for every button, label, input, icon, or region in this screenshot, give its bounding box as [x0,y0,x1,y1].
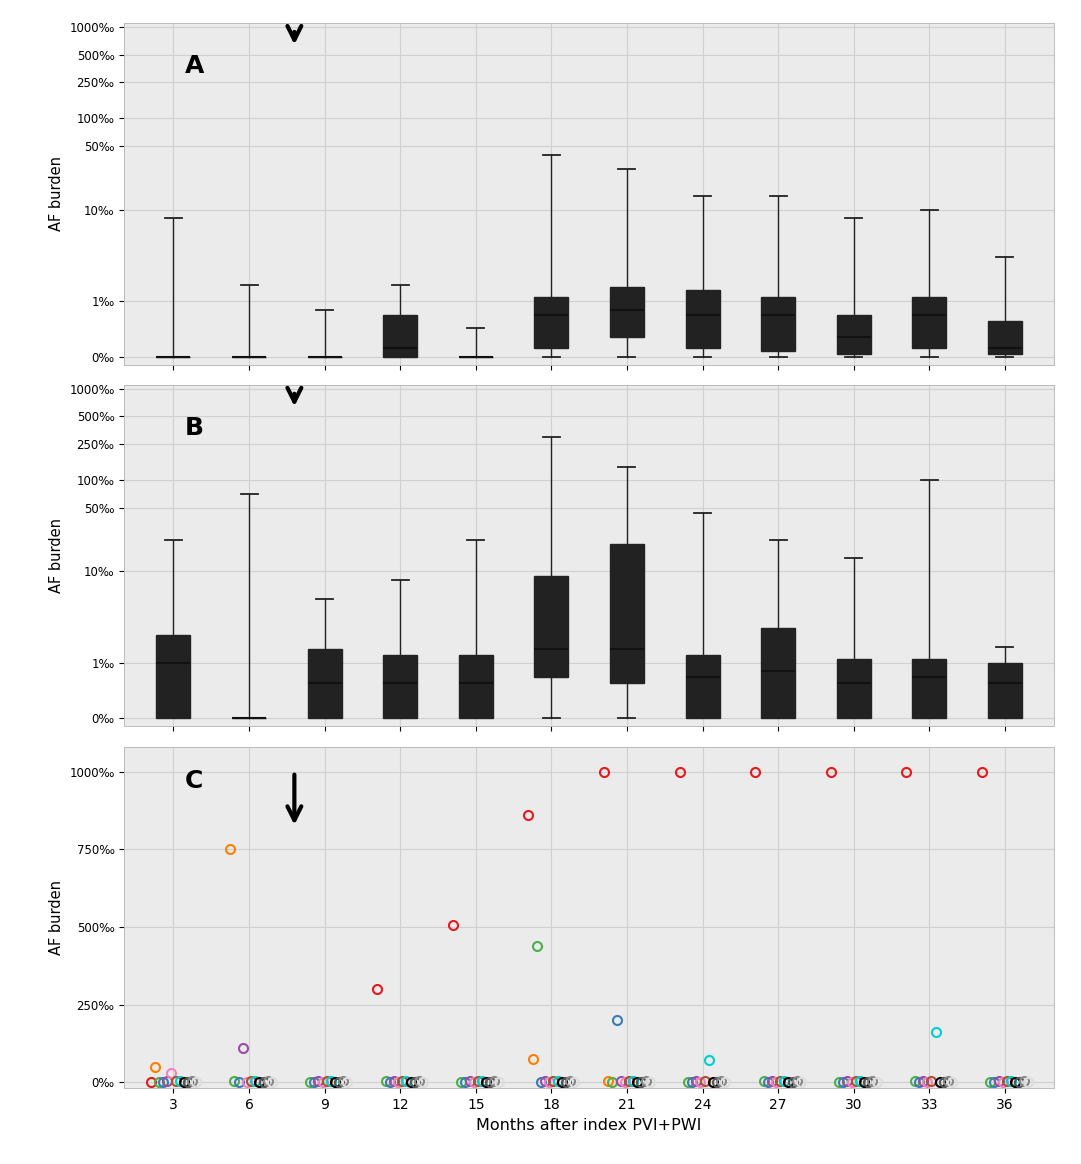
PathPatch shape [685,290,720,348]
Text: C: C [185,769,203,793]
Y-axis label: AF burden: AF burden [49,156,64,232]
PathPatch shape [308,650,342,718]
PathPatch shape [610,544,644,683]
Y-axis label: AF burden: AF burden [49,880,64,956]
PathPatch shape [685,655,720,718]
PathPatch shape [157,636,190,718]
PathPatch shape [912,297,946,348]
PathPatch shape [988,321,1022,354]
Text: B: B [185,416,203,440]
Text: A: A [185,54,204,78]
PathPatch shape [383,655,417,718]
PathPatch shape [761,627,796,718]
PathPatch shape [837,659,870,718]
PathPatch shape [988,662,1022,718]
X-axis label: Months after index PVI+PWI: Months after index PVI+PWI [477,1117,702,1133]
PathPatch shape [458,655,493,718]
PathPatch shape [912,659,946,718]
PathPatch shape [534,575,569,676]
Y-axis label: AF burden: AF burden [49,518,64,594]
PathPatch shape [837,314,870,354]
PathPatch shape [383,314,417,356]
PathPatch shape [610,288,644,338]
PathPatch shape [534,297,569,348]
PathPatch shape [761,297,796,352]
